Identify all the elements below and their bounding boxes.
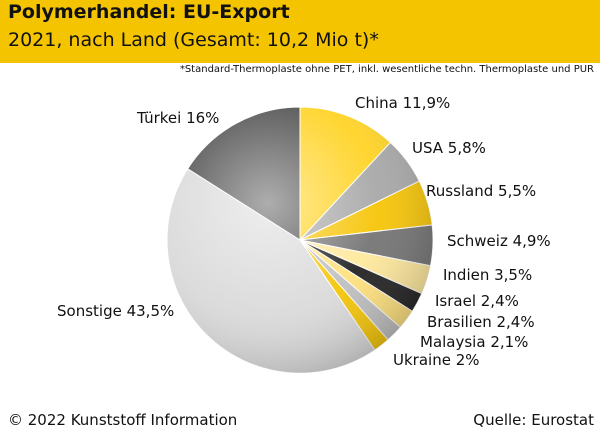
- slice-label-brasilien: Brasilien 2,4%: [427, 313, 535, 331]
- header-bar: Polymerhandel: EU-Export 2021, nach Land…: [0, 0, 600, 63]
- slice-label-usa: USA 5,8%: [412, 139, 486, 157]
- source-credit: Quelle: Eurostat: [473, 411, 594, 429]
- slice-label-ukraine: Ukraine 2%: [393, 351, 480, 369]
- slice-label-russland: Russland 5,5%: [426, 182, 537, 200]
- slice-label-malaysia: Malaysia 2,1%: [420, 333, 529, 351]
- copyright: © 2022 Kunststoff Information: [8, 411, 238, 429]
- footnote: *Standard-Thermoplaste ohne PET, inkl. w…: [179, 64, 594, 75]
- slice-label-schweiz: Schweiz 4,9%: [447, 232, 551, 250]
- chart-subtitle: 2021, nach Land (Gesamt: 10,2 Mio t)*: [8, 29, 379, 51]
- slice-label-china: China 11,9%: [355, 94, 451, 112]
- slice-label-israel: Israel 2,4%: [435, 292, 519, 310]
- slice-label-sonstige: Sonstige 43,5%: [57, 302, 175, 320]
- slice-label-türkei: Türkei 16%: [137, 109, 220, 127]
- chart-title: Polymerhandel: EU-Export: [8, 1, 290, 23]
- slice-label-indien: Indien 3,5%: [443, 266, 533, 284]
